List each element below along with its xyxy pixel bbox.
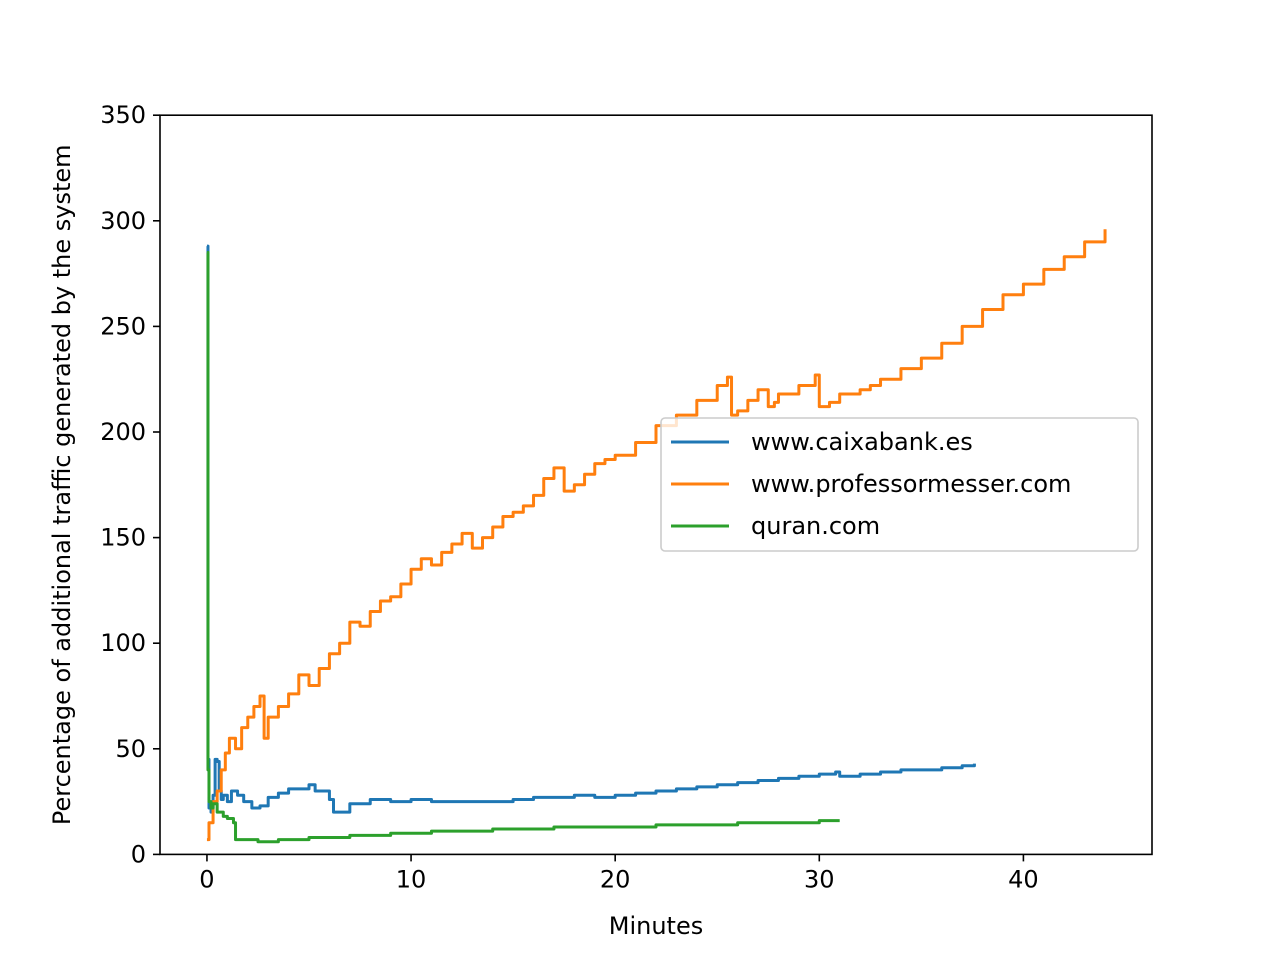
legend-label-2: quran.com xyxy=(751,512,880,540)
x-tick-label: 0 xyxy=(199,865,214,893)
y-tick-label: 350 xyxy=(100,101,146,129)
y-tick-label: 200 xyxy=(100,418,146,446)
series-line-1 xyxy=(206,229,1107,842)
y-tick-label: 150 xyxy=(100,524,146,552)
y-tick-label: 100 xyxy=(100,629,146,657)
legend: www.caixabank.es www.professormesser.com q… xyxy=(660,417,1139,552)
x-tick-label: 20 xyxy=(600,865,631,893)
x-tick-label: 40 xyxy=(1008,865,1039,893)
y-tick-label: 300 xyxy=(100,207,146,235)
y-tick-label: 0 xyxy=(131,840,146,868)
x-tick-label: 10 xyxy=(396,865,427,893)
legend-label-0: www.caixabank.es xyxy=(751,428,973,456)
y-tick-label: 50 xyxy=(115,735,146,763)
series-line-2 xyxy=(206,250,840,844)
legend-label-1: www.professormesser.com xyxy=(751,470,1071,498)
legend-box xyxy=(660,417,1139,552)
x-axis-label: Minutes xyxy=(609,912,703,940)
series-line-0 xyxy=(206,244,976,814)
x-tick-label: 30 xyxy=(804,865,835,893)
y-axis-label: Percentage of additional traffic generat… xyxy=(48,144,76,825)
plot-frame xyxy=(159,114,1153,856)
y-tick-label: 250 xyxy=(100,312,146,340)
x-axis: 0 10 20 30 40 xyxy=(199,854,1039,893)
plot-lines xyxy=(206,229,1107,844)
y-axis: 0 50 100 150 200 250 300 350 xyxy=(100,101,160,868)
